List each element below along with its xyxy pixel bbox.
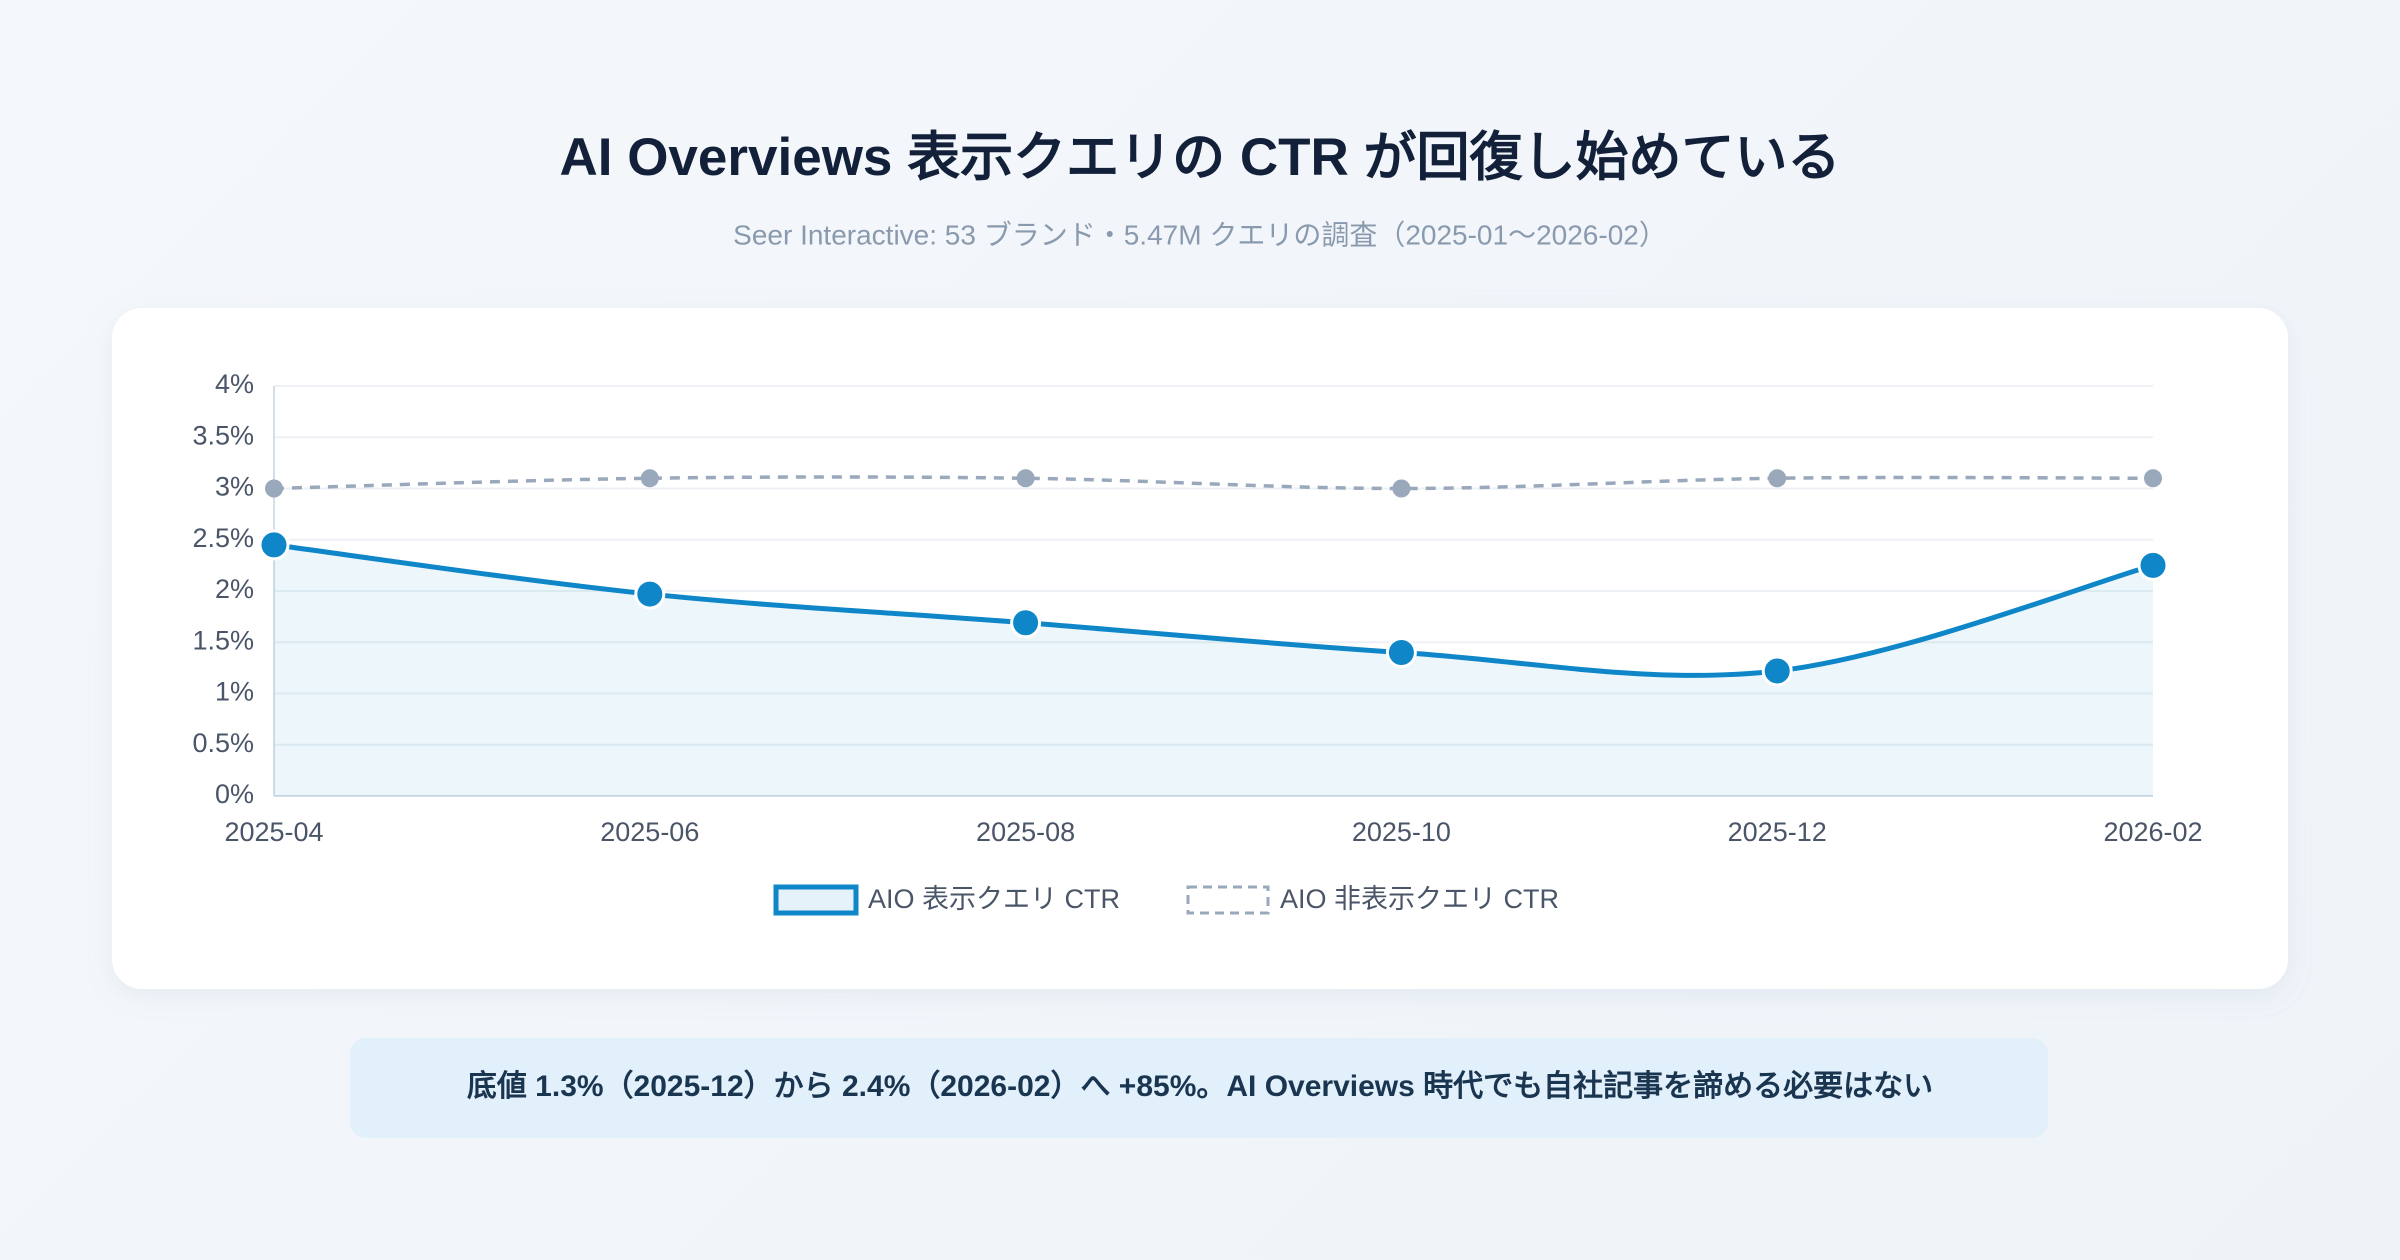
data-point [1016,469,1035,488]
y-tick-label: 3% [215,472,254,502]
data-point [265,479,283,498]
data-point [1768,469,1787,488]
data-point [1385,637,1417,668]
y-tick-label: 2.5% [192,523,254,553]
y-tick-label: 3.5% [192,420,254,450]
y-tick-label: 0.5% [192,728,254,758]
x-tick-label: 2026-02 [2103,817,2202,847]
x-tick-label: 2025-10 [1352,817,1451,847]
data-point [634,578,666,610]
data-point [640,469,659,488]
data-point [2137,549,2169,581]
chart-subtitle: Seer Interactive: 53 ブランド・5.47M クエリの調査（2… [733,219,1667,250]
data-point [1010,607,1042,639]
series-area [274,544,2153,796]
plot-area: 0% 0.5% 1% 1.5% 2% 2.5% 3% 3.5% 4% 2025-04 2025-06… [192,369,2203,916]
x-tick-label: 2025-12 [1728,817,1827,847]
legend: AIO 表示クエリ CTR AIO 非表示クエリ CTR [773,884,1559,916]
x-tick-label: 2025-06 [600,817,699,847]
chart-title: AI Overviews 表示クエリの CTR が回復し始めている [559,128,1840,187]
x-tick-label: 2025-08 [976,817,1075,847]
note: 底値 1.3%（2025-12）から 2.4%（2026-02）へ +85%。A… [467,1069,1933,1103]
x-tick-label: 2025-04 [224,817,323,847]
note-box [350,1038,2048,1138]
y-tick-label: 2% [215,574,254,604]
series-line [273,475,2154,491]
y-tick-label: 0% [215,779,254,809]
y-tick-label: 1% [215,677,254,707]
legend-label: AIO 非表示クエリ CTR [1280,884,1559,914]
data-point [258,529,290,561]
legend-swatch [1186,885,1270,915]
series-line [273,542,2154,678]
legend-swatch [773,884,859,916]
y-tick-label: 4% [215,369,254,399]
data-point [2144,469,2162,488]
data-point [1761,655,1793,687]
y-tick-label: 1.5% [192,625,254,655]
data-point [1392,479,1411,498]
legend-label: AIO 表示クエリ CTR [868,884,1120,914]
